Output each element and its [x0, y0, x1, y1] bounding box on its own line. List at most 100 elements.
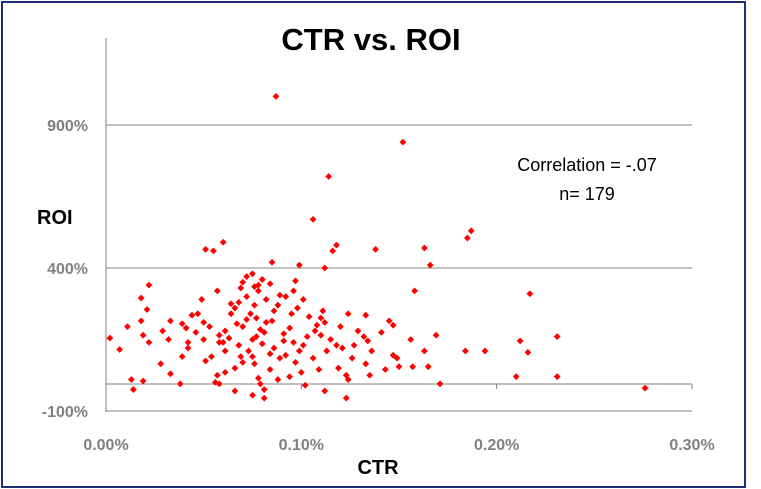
correlation-annotation: Correlation = -.07	[517, 155, 657, 175]
data-point	[409, 363, 417, 371]
data-point	[266, 350, 274, 358]
data-point	[251, 301, 258, 309]
data-point	[200, 318, 208, 326]
data-point	[192, 328, 200, 336]
data-point	[251, 360, 258, 368]
data-point	[426, 261, 434, 269]
data-point	[276, 291, 284, 299]
data-point	[467, 227, 475, 235]
data-point	[276, 354, 284, 362]
x-tick-labels: 0.00% 0.10% 0.20% 0.30%	[83, 384, 715, 454]
data-point	[124, 323, 131, 331]
data-point	[288, 310, 295, 318]
data-point	[258, 340, 266, 348]
data-point	[335, 364, 342, 372]
data-point	[225, 334, 233, 342]
data-point	[260, 394, 268, 402]
data-point	[524, 348, 532, 356]
data-point	[329, 247, 336, 255]
data-point	[178, 353, 186, 361]
chart-frame	[1, 1, 746, 488]
data-point	[184, 344, 192, 352]
data-point	[282, 293, 290, 300]
x-tick-label: 0.10%	[279, 437, 324, 454]
data-point	[231, 364, 239, 372]
data-point	[395, 363, 403, 371]
y-tick-label: -100%	[42, 404, 88, 421]
data-point	[553, 333, 561, 341]
data-point	[137, 317, 145, 325]
data-point	[143, 306, 151, 313]
data-point	[317, 314, 325, 322]
data-point	[247, 310, 254, 318]
data-point	[116, 346, 124, 353]
data-point	[481, 347, 489, 355]
data-point	[309, 215, 317, 223]
data-point	[333, 341, 340, 349]
data-point	[297, 368, 305, 376]
data-point	[270, 307, 278, 315]
data-point	[245, 347, 252, 355]
data-point	[239, 278, 247, 286]
data-point	[463, 234, 471, 242]
data-point	[294, 304, 301, 312]
data-point	[364, 337, 372, 345]
data-point	[378, 328, 385, 336]
data-point	[360, 333, 368, 341]
data-point	[280, 337, 288, 345]
data-point	[239, 358, 247, 366]
data-point	[249, 353, 256, 361]
data-point	[137, 294, 145, 302]
data-point	[221, 347, 229, 355]
data-point	[139, 377, 147, 385]
data-point	[213, 371, 221, 379]
data-point	[290, 287, 297, 295]
data-point	[407, 336, 415, 343]
data-point	[512, 373, 520, 381]
data-point	[256, 326, 264, 333]
data-point	[282, 351, 290, 359]
data-point	[167, 370, 174, 378]
data-point	[295, 347, 303, 355]
data-point	[309, 354, 317, 362]
data-point	[354, 327, 362, 335]
data-point	[366, 371, 374, 379]
data-point	[286, 373, 294, 381]
data-point	[235, 341, 243, 349]
data-point	[321, 387, 329, 395]
data-point	[270, 344, 278, 352]
data-point	[321, 264, 329, 272]
data-point	[311, 327, 319, 335]
x-tick-label: 0.30%	[669, 437, 714, 454]
data-point	[208, 353, 215, 361]
data-point	[243, 316, 251, 323]
x-axis-title: CTR	[357, 457, 399, 479]
data-point	[262, 296, 270, 303]
data-point	[219, 338, 227, 346]
data-point	[315, 366, 323, 373]
data-point	[462, 347, 469, 355]
data-point	[268, 258, 276, 266]
data-point	[243, 293, 251, 300]
data-point	[227, 300, 235, 308]
data-point	[215, 331, 223, 339]
data-point	[198, 296, 206, 303]
data-point	[213, 287, 221, 295]
y-tick-label: 400%	[47, 261, 88, 278]
data-point	[362, 311, 370, 319]
data-point	[286, 324, 294, 332]
data-point	[251, 283, 258, 290]
data-point	[194, 310, 202, 318]
data-point	[249, 391, 256, 399]
data-point	[211, 379, 219, 386]
data-point	[295, 261, 303, 269]
data-point	[411, 287, 419, 295]
data-point	[350, 341, 358, 349]
data-point	[420, 244, 428, 252]
data-point	[338, 344, 346, 352]
data-point	[237, 353, 245, 361]
data-point	[254, 287, 262, 295]
data-point	[432, 331, 440, 339]
data-point	[129, 386, 137, 393]
